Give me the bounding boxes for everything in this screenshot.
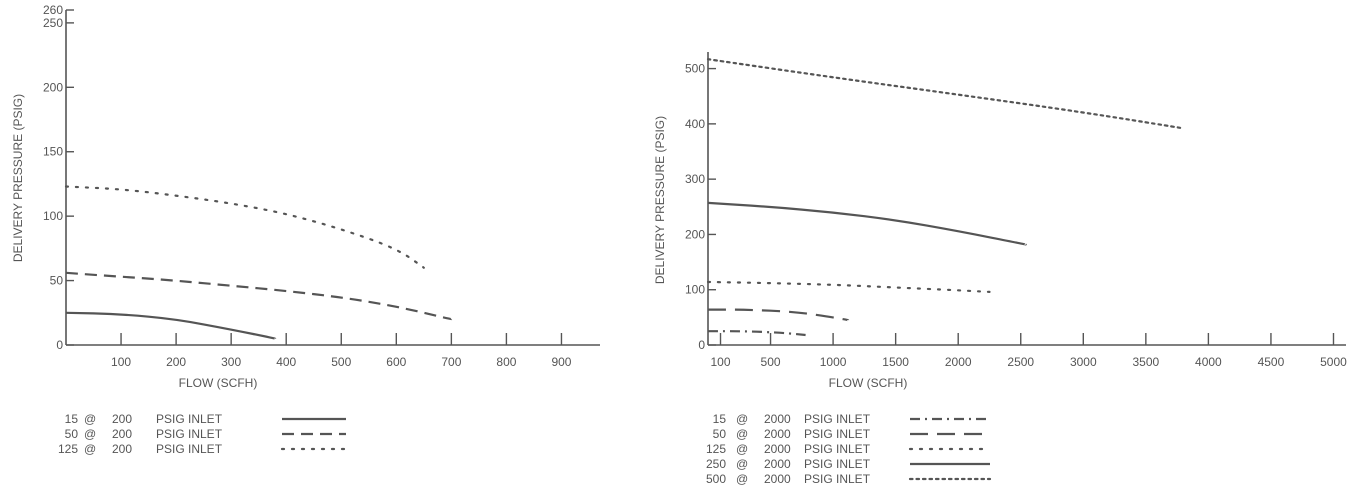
x-tick-label: 100 <box>710 355 730 369</box>
legend-at: @ <box>736 457 748 471</box>
series-line <box>706 280 991 293</box>
x-tick-label: 3000 <box>1070 355 1097 369</box>
legend-inlet: 2000 <box>764 457 791 471</box>
legend-inlet: 200 <box>112 427 132 441</box>
x-tick-label: 4500 <box>1258 355 1285 369</box>
x-tick-label: 4000 <box>1195 355 1222 369</box>
series-line <box>708 330 806 337</box>
legend-item: 500 @2000 PSIG INLET <box>706 472 992 486</box>
legend-pressure: 125 <box>706 442 726 456</box>
y-tick-label: 300 <box>685 172 705 186</box>
x-tick-label: 300 <box>221 355 241 369</box>
y-tick-label: 150 <box>43 145 63 159</box>
legend-inlet: 2000 <box>764 412 791 426</box>
series-line <box>707 308 850 322</box>
x-tick-label: 3500 <box>1132 355 1159 369</box>
x-tick-label: 500 <box>761 355 781 369</box>
legend-suffix: PSIG INLET <box>804 442 871 456</box>
y-tick-label: 400 <box>685 117 705 131</box>
y-tick-label: 250 <box>43 16 63 30</box>
series-line <box>707 201 1027 246</box>
x-tick-label: 2000 <box>945 355 972 369</box>
chart-2000-psig-inlet: 100 500 1000 1500 2000 2500 3000 3500 4000 4500 50… <box>653 52 1347 486</box>
legend-suffix: PSIG INLET <box>156 442 223 456</box>
y-tick-label: 100 <box>685 283 705 297</box>
y-axis-title: DELIVERY PRESSURE (PSIG) <box>11 94 25 262</box>
legend-item: 125 @200 PSIG INLET <box>58 442 348 456</box>
legend-inlet: 2000 <box>764 442 791 456</box>
series-line <box>706 58 1185 130</box>
legend-at: @ <box>736 412 748 426</box>
legend-item: 50 @200 PSIG INLET <box>65 427 346 441</box>
legend-at: @ <box>736 472 748 486</box>
legend-suffix: PSIG INLET <box>156 427 223 441</box>
x-tick-label: 1500 <box>882 355 909 369</box>
x-tick-label: 100 <box>111 355 131 369</box>
legend-item: 125 @2000 PSIG INLET <box>706 442 992 456</box>
legend-suffix: PSIG INLET <box>804 427 871 441</box>
legend-at: @ <box>84 442 96 456</box>
x-tick-label: 500 <box>331 355 351 369</box>
x-tick-label: 200 <box>166 355 186 369</box>
legend-pressure: 50 <box>713 427 727 441</box>
legend-pressure: 15 <box>65 412 79 426</box>
series-line <box>65 271 453 321</box>
y-tick-label: 500 <box>685 62 705 76</box>
legend-pressure: 15 <box>713 412 727 426</box>
legend-inlet: 2000 <box>764 472 791 486</box>
x-tick-label: 2500 <box>1007 355 1034 369</box>
legend-inlet: 200 <box>112 412 132 426</box>
y-tick-label: 100 <box>43 209 63 223</box>
y-tick-label: 0 <box>56 338 63 352</box>
legend-item: 50 @2000 PSIG INLET <box>713 427 990 441</box>
legend: 15 @200 PSIG INLET 50 @200 PSIG INLET 125 @200 P… <box>58 412 348 456</box>
x-tick-label: 900 <box>551 355 571 369</box>
legend-pressure: 500 <box>706 472 726 486</box>
legend-suffix: PSIG INLET <box>156 412 223 426</box>
y-tick-label: 200 <box>43 80 63 94</box>
x-tick-label: 1000 <box>820 355 847 369</box>
legend-at: @ <box>736 427 748 441</box>
y-tick-label: 200 <box>685 227 705 241</box>
series-line <box>65 311 277 340</box>
legend-pressure: 250 <box>706 457 726 471</box>
x-axis-title: FLOW (SCFH) <box>829 376 908 390</box>
x-tick-label: 400 <box>276 355 296 369</box>
legend-inlet: 200 <box>112 442 132 456</box>
legend-item: 15 @2000 PSIG INLET <box>713 412 990 426</box>
legend-item: 250 @2000 PSIG INLET <box>706 457 990 471</box>
legend-pressure: 125 <box>58 442 78 456</box>
legend-pressure: 50 <box>65 427 79 441</box>
legend-suffix: PSIG INLET <box>804 412 871 426</box>
x-tick-label: 600 <box>386 355 406 369</box>
x-tick-label: 700 <box>441 355 461 369</box>
x-tick-label: 800 <box>496 355 516 369</box>
legend-suffix: PSIG INLET <box>804 457 871 471</box>
y-axis-title: DELIVERY PRESSURE (PSIG) <box>653 116 667 284</box>
x-tick-label: 5000 <box>1320 355 1347 369</box>
series-line <box>64 185 425 269</box>
legend-at: @ <box>84 427 96 441</box>
chart-200-psig-inlet: 100 200 300 400 500 600 700 800 9000501001502002… <box>11 3 600 456</box>
legend-item: 15 @200 PSIG INLET <box>65 412 346 426</box>
legend-at: @ <box>736 442 748 456</box>
y-tick-label: 0 <box>698 338 705 352</box>
legend-at: @ <box>84 412 96 426</box>
y-tick-label: 50 <box>50 274 64 288</box>
y-tick-label: 260 <box>43 3 63 17</box>
legend: 15 @2000 PSIG INLET 50 @2000 PSIG INLET 125 @20… <box>706 412 992 486</box>
legend-inlet: 2000 <box>764 427 791 441</box>
legend-suffix: PSIG INLET <box>804 472 871 486</box>
x-axis-title: FLOW (SCFH) <box>179 376 258 390</box>
